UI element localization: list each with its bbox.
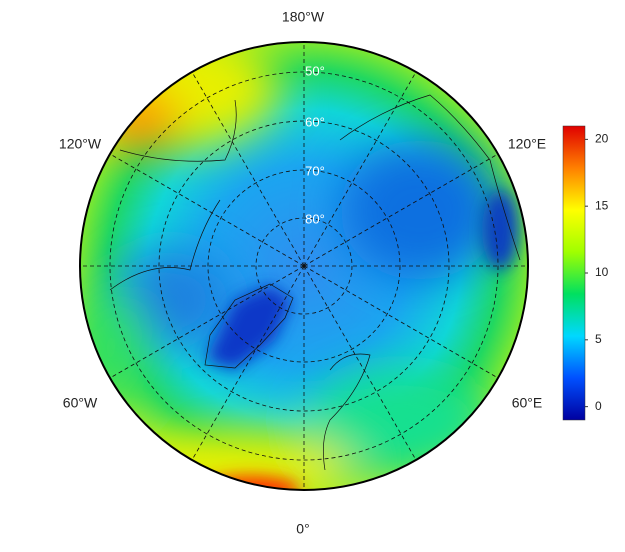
meridian [303,71,417,267]
colorbar-tick-label: 5 [595,332,602,346]
meridian [109,153,305,267]
colorbar-scale [562,125,586,421]
colorbar-tick-label: 0 [595,399,602,413]
lat-label: 80° [305,211,325,226]
lat-label: 60° [305,114,325,129]
meridian [191,71,305,267]
lon-label: 120°E [508,136,546,152]
colorbar-tick-label: 20 [595,132,609,146]
meridian [191,265,305,461]
map-border [79,41,529,491]
meridian [109,265,305,379]
graticule [80,42,528,490]
meridian [303,265,499,379]
colorbar: 0 5 10 15 20 [562,125,609,421]
coastlines [109,94,521,471]
lat-label: 50° [305,63,325,78]
lon-label: 60°W [63,395,98,411]
meridian [303,265,417,461]
data-field [80,42,528,490]
colorbar-tick-label: 15 [595,198,609,212]
meridian [303,153,499,267]
lon-label: 180°W [282,9,325,25]
lat-label: 70° [305,163,325,178]
lon-label: 120°W [59,136,102,152]
lon-label: 60°E [512,395,543,411]
lon-label: 0° [296,521,309,537]
colorbar-tick-label: 10 [595,265,609,279]
